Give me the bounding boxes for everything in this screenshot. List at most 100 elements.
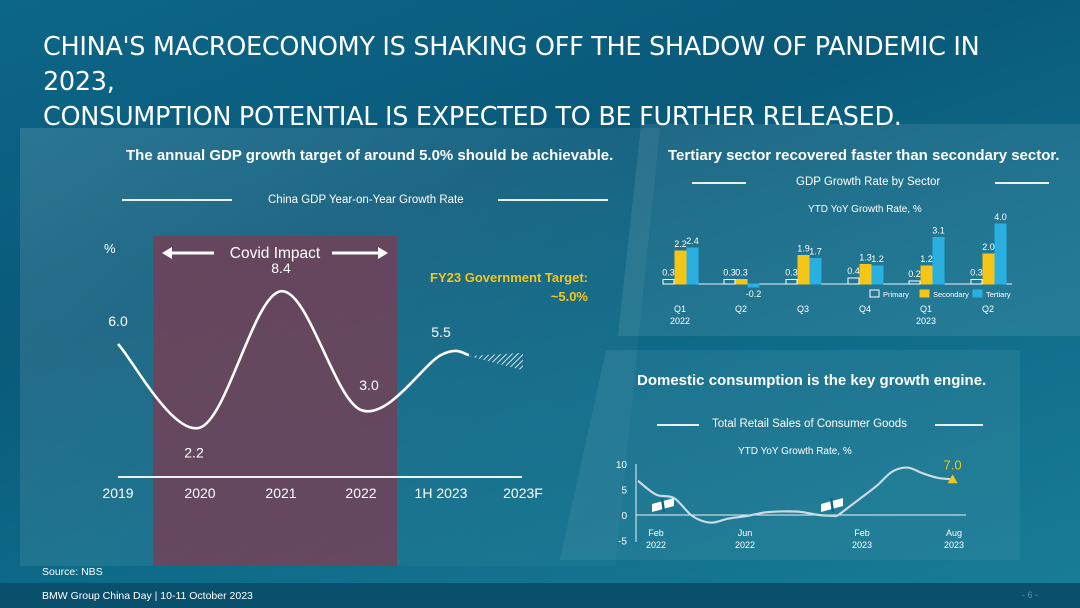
page-title: CHINA'S MACROECONOMY IS SHAKING OFF THE … (43, 30, 1053, 135)
sector-value-label: 1.9 (797, 244, 810, 254)
retail-x-tick-year: 2023 (944, 540, 964, 550)
retail-subtitle-rule-left (657, 424, 699, 426)
gdp-value-label: 3.0 (359, 377, 379, 393)
retail-x-tick-year: 2022 (646, 540, 666, 550)
retail-line-2022 (637, 479, 838, 524)
sector-value-label: 0.3 (662, 268, 675, 278)
retail-x-tick-month: Feb (854, 528, 870, 538)
retail-line-2023 (836, 466, 953, 517)
sector-bar-primary (908, 280, 921, 285)
sector-bar-secondary (982, 253, 995, 285)
sector-value-label: 1.2 (871, 254, 884, 264)
retail-x-tick-year: 2022 (735, 540, 755, 550)
covid-impact-label: Covid Impact (162, 245, 388, 262)
axis-break-gap (829, 497, 835, 513)
sector-bar-primary (723, 279, 736, 285)
legend-swatch-primary (869, 289, 880, 298)
covid-arrow-right-icon (378, 247, 388, 259)
gdp-value-label: 5.5 (431, 324, 451, 340)
sector-bar-secondary (735, 279, 748, 285)
gdp-line (117, 289, 470, 430)
title-line-2: CONSUMPTION POTENTIAL IS EXPECTED TO BE … (43, 102, 902, 132)
gdp-x-tick: 2022 (345, 485, 376, 501)
sector-x-tick: Q3 (797, 304, 809, 314)
retail-last-point-marker (947, 474, 958, 484)
retail-header: Domestic consumption is the key growth e… (637, 372, 987, 389)
gdp-value-label: 8.4 (271, 260, 291, 276)
gdp-subtitle-rule-left (122, 199, 232, 201)
sector-bar-primary (847, 277, 860, 285)
covid-label: Covid Impact (230, 245, 321, 262)
sector-bar-tertiary (686, 247, 699, 285)
legend-label-tertiary: Tertiary (986, 290, 1011, 299)
retail-last-value-label: 7.0 (944, 457, 962, 472)
sector-bar-tertiary (871, 265, 884, 285)
sector-x-tick: Q1 (674, 304, 686, 314)
retail-unit-label: YTD YoY Growth Rate, % (738, 446, 852, 457)
sector-bar-tertiary (994, 223, 1007, 285)
gdp-subtitle-rule-right (498, 199, 608, 201)
retail-subtitle-rule-right (935, 424, 983, 426)
sector-value-label: 2.0 (982, 242, 995, 252)
covid-impact-shading (153, 236, 397, 566)
sector-subtitle-rule-left (692, 182, 746, 184)
gdp-x-tick: 2021 (265, 485, 296, 501)
sector-subtitle-rule-right (995, 182, 1049, 184)
sector-value-label: 0.3 (723, 268, 736, 278)
gdp-value-label: 6.0 (108, 313, 128, 329)
gdp-value-label: 2.2 (184, 445, 204, 461)
sector-bar-tertiary (747, 283, 760, 288)
legend-label-primary: Primary (883, 290, 909, 299)
sector-value-label: 1.2 (920, 254, 933, 264)
sector-bar-primary (785, 279, 798, 285)
gdp-x-tick: 2023F (503, 485, 543, 501)
page-number: - 6 - (1021, 590, 1038, 600)
sector-value-label: 4.0 (994, 212, 1007, 222)
sector-bar-tertiary (932, 237, 945, 285)
retail-x-tick-year: 2023 (852, 540, 872, 550)
legend-label-secondary: Secondary (933, 290, 969, 299)
retail-x-tick-month: Aug (946, 528, 962, 538)
sector-x-year: 2022 (670, 316, 690, 326)
gdp-subtitle: China GDP Year-on-Year Growth Rate (268, 194, 464, 206)
gdp-header: The annual GDP growth target of around 5… (126, 147, 614, 164)
source-note: Source: NBS (42, 566, 103, 578)
sector-value-label: 2.4 (686, 236, 699, 246)
sector-bar-secondary (797, 255, 810, 285)
sector-x-tick: Q1 (920, 304, 932, 314)
footer-bar (0, 583, 1080, 608)
target-label-line2: ~5.0% (551, 289, 589, 304)
sector-bar-primary (662, 279, 675, 285)
sector-value-label: -0.2 (746, 289, 762, 299)
sector-value-label: 2.2 (674, 239, 687, 249)
sector-value-label: 0.3 (785, 268, 798, 278)
gdp-x-tick: 2019 (102, 485, 133, 501)
sector-value-label: 1.3 (859, 253, 872, 263)
sector-bar-secondary (859, 264, 872, 285)
sector-x-tick: Q2 (982, 304, 994, 314)
retail-y-tick: 5 (621, 486, 627, 497)
sector-unit-label: YTD YoY Growth Rate, % (808, 204, 922, 215)
sector-bar-secondary (674, 250, 687, 285)
retail-series: 10 5 0 -5 7.0 Feb 2022 Jun 2022 Feb 2023 Aug 2023 (616, 457, 964, 550)
sector-value-label: 3.1 (932, 226, 945, 236)
sector-subtitle: GDP Growth Rate by Sector (796, 176, 941, 188)
covid-arrow-left-icon (162, 247, 172, 259)
forecast-range-wedge (469, 352, 523, 371)
sector-value-label: 1.7 (809, 247, 822, 257)
retail-y-tick: 0 (621, 511, 627, 522)
sector-x-year: 2023 (916, 316, 936, 326)
retail-x-tick-month: Feb (648, 528, 664, 538)
retail-y-tick: -5 (618, 537, 627, 548)
sector-header: Tertiary sector recovered faster than se… (668, 147, 1060, 164)
gdp-series: 6.0 2.2 8.4 3.0 5.5 2019 2020 2021 2022 1H 2023 20… (102, 260, 542, 501)
sector-bar-primary (970, 279, 983, 285)
title-line-1: CHINA'S MACROECONOMY IS SHAKING OFF THE … (43, 32, 980, 97)
sector-bar-tertiary (809, 258, 822, 285)
sector-value-label: 0.4 (847, 266, 860, 276)
sector-x-tick: Q2 (735, 304, 747, 314)
sector-value-label: 0.3 (735, 268, 748, 278)
